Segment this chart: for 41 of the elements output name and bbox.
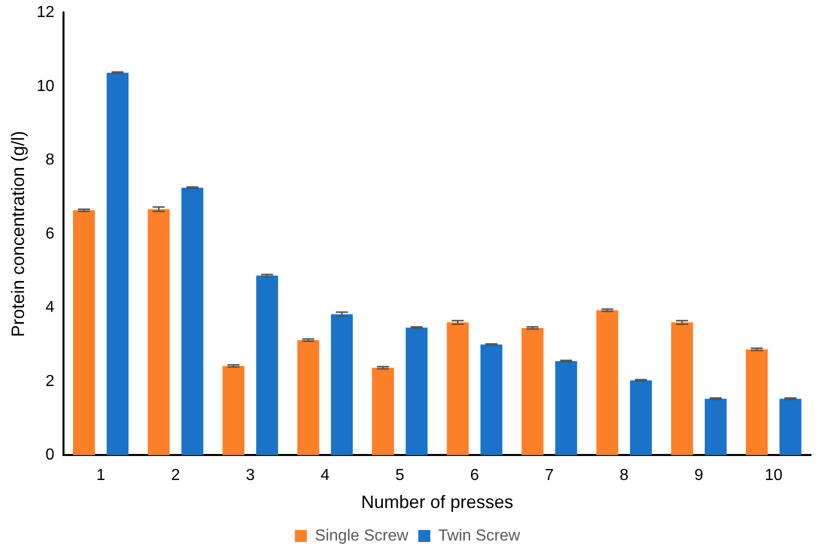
- y-tick-label: 2: [45, 372, 54, 390]
- bar: [630, 380, 652, 456]
- y-tick-label: 0: [45, 446, 54, 464]
- x-tick-label: 10: [764, 467, 783, 484]
- bar: [106, 72, 129, 456]
- x-tick-label: 4: [320, 467, 330, 484]
- x-tick-label: 1: [96, 467, 106, 484]
- x-tick-label: 5: [395, 467, 404, 484]
- y-axis-title: Protein concentration (g/l): [8, 130, 28, 337]
- bar: [222, 366, 244, 456]
- bar: [297, 340, 320, 456]
- bar: [73, 210, 95, 456]
- bar: [704, 398, 727, 456]
- bar: [406, 328, 428, 456]
- bar: [746, 349, 768, 456]
- bar: [256, 276, 278, 456]
- x-tick-label: 6: [470, 467, 480, 484]
- x-tick-label: 8: [620, 467, 629, 484]
- legend-label: Single Screw: [314, 527, 409, 544]
- bar: [446, 322, 469, 456]
- y-tick-label: 8: [45, 152, 54, 169]
- x-tick-label: 2: [171, 467, 180, 484]
- bar: [181, 188, 204, 456]
- y-tick-label: 6: [45, 225, 54, 242]
- y-tick-label: 4: [45, 299, 54, 316]
- y-tick-label: 12: [36, 4, 54, 22]
- bar: [596, 310, 618, 456]
- bar: [671, 322, 693, 456]
- bar: [555, 361, 578, 456]
- x-tick-label: 3: [246, 467, 255, 484]
- bar: [780, 398, 802, 456]
- x-axis-title: Number of presses: [361, 492, 514, 512]
- bar: [330, 314, 353, 456]
- legend-label: Twin Screw: [438, 527, 521, 544]
- bar: [522, 328, 544, 456]
- bar: [480, 344, 502, 456]
- bar: [148, 209, 170, 456]
- y-tick-label: 10: [36, 78, 54, 95]
- bar: [372, 368, 394, 456]
- x-tick-label: 7: [544, 467, 554, 484]
- x-tick-label: 9: [694, 467, 704, 484]
